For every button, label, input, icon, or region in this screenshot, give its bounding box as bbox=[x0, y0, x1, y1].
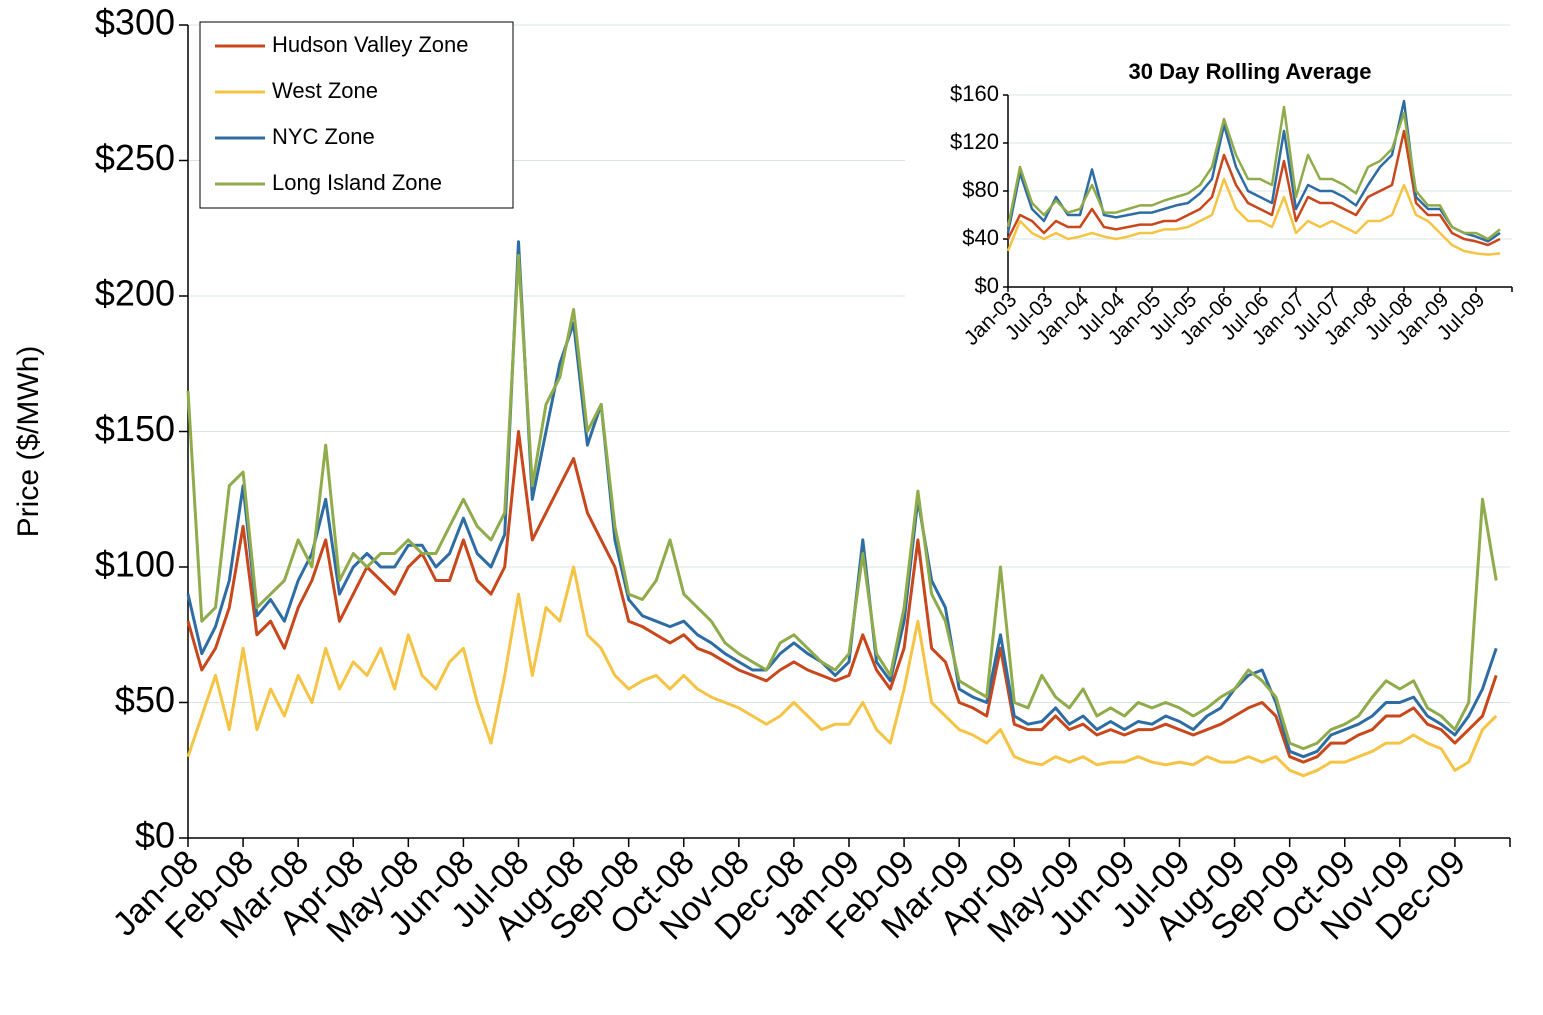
y-tick-label: $250 bbox=[95, 137, 175, 178]
series-line bbox=[1006, 105, 1501, 241]
y-tick-label: $50 bbox=[115, 679, 175, 720]
series-line bbox=[1006, 129, 1501, 247]
main-chart: $0$50$100$150$200$250$300Jan-08Feb-08Mar… bbox=[12, 2, 1511, 950]
y-tick-label: $200 bbox=[95, 273, 175, 314]
y-tick-label: $300 bbox=[95, 2, 175, 43]
legend-label: Long Island Zone bbox=[272, 170, 442, 195]
legend-label: NYC Zone bbox=[272, 124, 375, 149]
series-line bbox=[1006, 177, 1501, 256]
inset-chart: $0$40$80$120$160Jan-03Jul-03Jan-04Jul-04… bbox=[905, 55, 1543, 400]
y-tick-label: $160 bbox=[950, 81, 999, 106]
y-tick-label: $100 bbox=[95, 544, 175, 585]
chart-title: 30 Day Rolling Average bbox=[1129, 59, 1372, 84]
series-line bbox=[1006, 99, 1501, 243]
series-line bbox=[186, 565, 1498, 778]
series-line bbox=[186, 240, 1498, 759]
y-tick-label: $80 bbox=[962, 177, 999, 202]
y-tick-label: $0 bbox=[975, 273, 999, 298]
series-line bbox=[186, 430, 1498, 764]
legend-label: Hudson Valley Zone bbox=[272, 32, 469, 57]
y-tick-label: $150 bbox=[95, 408, 175, 449]
y-tick-label: $0 bbox=[135, 815, 175, 856]
y-tick-label: $40 bbox=[962, 225, 999, 250]
y-axis-label: Price ($/MWh) bbox=[12, 346, 45, 538]
series-line bbox=[186, 253, 1498, 751]
legend: Hudson Valley Zone West Zone NYC Zone Long … bbox=[199, 21, 514, 209]
y-tick-label: $120 bbox=[950, 129, 999, 154]
legend-box bbox=[199, 21, 514, 209]
legend-label: West Zone bbox=[272, 78, 378, 103]
inset-background bbox=[905, 55, 1543, 400]
